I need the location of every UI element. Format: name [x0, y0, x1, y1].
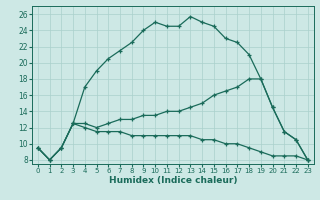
- X-axis label: Humidex (Indice chaleur): Humidex (Indice chaleur): [108, 176, 237, 185]
